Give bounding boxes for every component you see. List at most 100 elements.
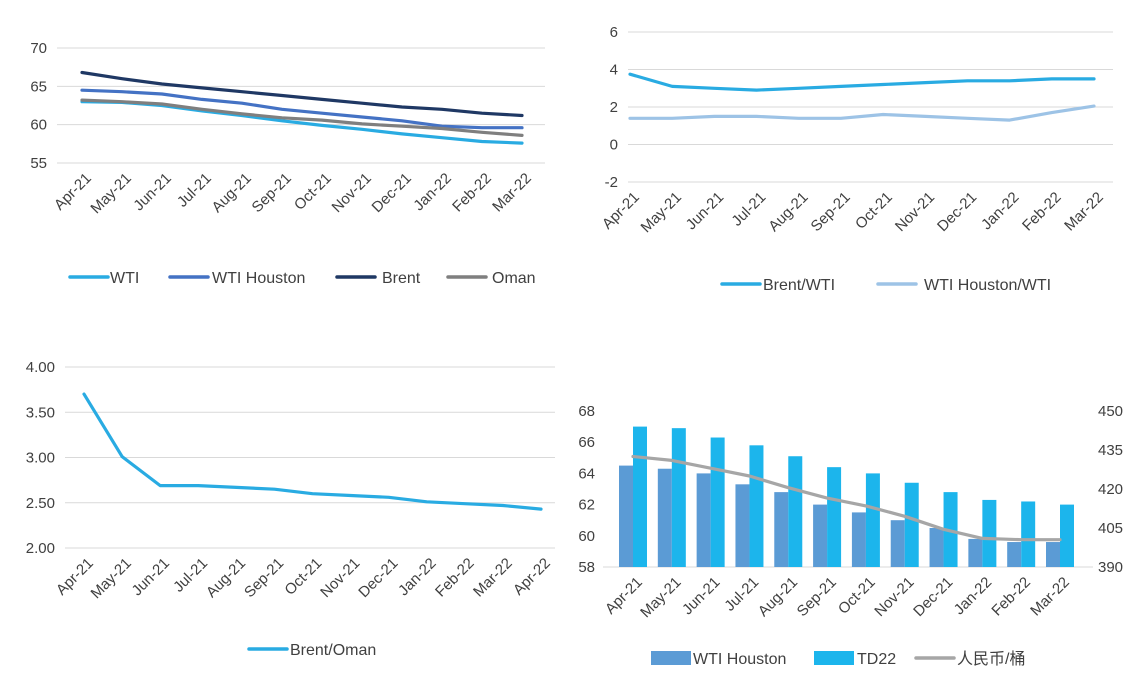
bar-td22 bbox=[749, 445, 764, 567]
y-tick-label: 66 bbox=[578, 434, 595, 451]
x-tick-label: Oct-21 bbox=[281, 555, 325, 599]
y-tick-label: 60 bbox=[578, 528, 595, 545]
x-tick-label: Aug-21 bbox=[765, 189, 811, 235]
y-tick-label: 70 bbox=[30, 40, 47, 57]
legend-label-oman: Oman bbox=[492, 270, 536, 287]
x-tick-label: Feb-22 bbox=[449, 170, 495, 216]
x-tick-label: May-21 bbox=[638, 189, 685, 236]
series-line-series-2 bbox=[631, 454, 1062, 542]
y-tick-label: 4.00 bbox=[26, 359, 55, 376]
series-line-oman bbox=[80, 98, 524, 137]
series-line-wti-houston bbox=[80, 88, 524, 130]
bar-td22 bbox=[788, 456, 803, 567]
y-tick-label: 55 bbox=[30, 155, 47, 172]
y-tick-label: 0 bbox=[610, 137, 618, 154]
legend-label-wti-houston-wti: WTI Houston/WTI bbox=[924, 277, 1051, 294]
y-tick-label: 68 bbox=[578, 403, 595, 420]
series-line-brent bbox=[80, 70, 524, 118]
bar-td22 bbox=[982, 499, 997, 567]
bar-td22 bbox=[827, 467, 842, 567]
bar-td22 bbox=[710, 437, 725, 567]
legend-label-wti-houston: WTI Houston bbox=[212, 270, 305, 287]
x-tick-label: Jun-21 bbox=[130, 170, 174, 214]
x-tick-label: Jan-22 bbox=[951, 574, 995, 618]
legend-label-brent-wti: Brent/WTI bbox=[763, 277, 835, 294]
y-tick-label: 4 bbox=[610, 62, 618, 79]
bar-td22 bbox=[633, 426, 647, 567]
y-tick-label: 62 bbox=[578, 497, 595, 514]
bar-wti-houston bbox=[890, 520, 905, 567]
x-tick-label: Feb-22 bbox=[988, 574, 1034, 620]
x-tick-label: Aug-21 bbox=[755, 574, 801, 620]
y-tick-label: 58 bbox=[578, 559, 595, 576]
x-tick-label: Dec-21 bbox=[910, 574, 956, 620]
x-tick-label: Dec-21 bbox=[355, 555, 401, 601]
x-tick-label: Apr-21 bbox=[599, 189, 643, 233]
x-tick-label: Mar-22 bbox=[1027, 574, 1073, 620]
y-tick-label: 64 bbox=[578, 465, 595, 482]
bar-wti-houston bbox=[813, 504, 828, 567]
y-tick-label: 6 bbox=[610, 24, 618, 41]
y2-tick-label: 420 bbox=[1098, 481, 1123, 498]
bar-wti-houston bbox=[696, 473, 711, 567]
x-tick-label: Oct-21 bbox=[291, 170, 335, 214]
x-tick-label: Aug-21 bbox=[209, 170, 255, 216]
x-tick-label: Jul-21 bbox=[728, 189, 769, 230]
series-line-brent-oman bbox=[82, 392, 543, 511]
x-tick-label: Sep-21 bbox=[794, 574, 840, 620]
y2-tick-label: 435 bbox=[1098, 442, 1123, 459]
x-tick-label: Oct-21 bbox=[852, 189, 896, 233]
chart-td22-combo: 686664626058450435420405390Apr-21May-21J… bbox=[578, 403, 1123, 668]
x-tick-label: Nov-21 bbox=[871, 574, 917, 620]
x-tick-label: May-21 bbox=[87, 170, 134, 217]
bar-td22 bbox=[865, 473, 880, 567]
x-tick-label: Mar-22 bbox=[489, 170, 535, 216]
y-tick-label: 2 bbox=[610, 99, 618, 116]
x-tick-label: Jan-22 bbox=[395, 555, 439, 599]
x-tick-label: Sep-21 bbox=[249, 170, 295, 216]
y-tick-label: 2.00 bbox=[26, 540, 55, 557]
x-tick-label: Feb-22 bbox=[432, 555, 478, 601]
bar-td22 bbox=[904, 482, 919, 567]
x-tick-label: Jan-22 bbox=[978, 189, 1022, 233]
x-tick-label: Jun-21 bbox=[129, 555, 173, 599]
x-tick-label: Feb-22 bbox=[1019, 189, 1065, 235]
bar-td22 bbox=[671, 428, 686, 567]
x-tick-label: Sep-21 bbox=[808, 189, 854, 235]
legend-swatch-wti-houston bbox=[651, 651, 691, 665]
x-tick-label: Jun-21 bbox=[679, 574, 723, 618]
series-line-brent-wti bbox=[628, 72, 1096, 92]
series-line-wti bbox=[80, 100, 524, 145]
legend-label-wti: WTI bbox=[110, 270, 139, 287]
y2-tick-label: 405 bbox=[1098, 520, 1123, 537]
x-tick-label: Dec-21 bbox=[934, 189, 980, 235]
series-line-wti-houston-wti bbox=[628, 104, 1096, 122]
legend-label-brent-oman: Brent/Oman bbox=[290, 642, 376, 659]
x-tick-label: May-21 bbox=[637, 574, 684, 621]
x-tick-label: Jun-21 bbox=[683, 189, 727, 233]
y-tick-label: 60 bbox=[30, 117, 47, 134]
y2-tick-label: 390 bbox=[1098, 559, 1123, 576]
bar-wti-houston bbox=[657, 468, 672, 567]
x-tick-label: May-21 bbox=[88, 555, 135, 602]
x-tick-label: Oct-21 bbox=[835, 574, 879, 618]
x-tick-label: Nov-21 bbox=[317, 555, 363, 601]
y-tick-label: -2 bbox=[605, 174, 618, 191]
y2-tick-label: 450 bbox=[1098, 403, 1123, 420]
x-tick-label: Dec-21 bbox=[369, 170, 415, 216]
bar-wti-houston bbox=[619, 465, 633, 567]
x-tick-label: Nov-21 bbox=[329, 170, 375, 216]
legend-label-brent: Brent bbox=[382, 270, 421, 287]
legend-label-wti-houston: WTI Houston bbox=[693, 651, 786, 668]
x-tick-label: Mar-22 bbox=[1061, 189, 1107, 235]
y-tick-label: 65 bbox=[30, 78, 47, 95]
x-tick-label: Apr-22 bbox=[510, 555, 554, 599]
x-tick-label: Nov-21 bbox=[892, 189, 938, 235]
bar-td22 bbox=[1060, 504, 1074, 567]
bar-wti-houston bbox=[1007, 542, 1022, 567]
y-tick-label: 3.00 bbox=[26, 450, 55, 467]
bar-wti-houston bbox=[851, 512, 866, 567]
x-tick-label: Jan-22 bbox=[410, 170, 454, 214]
